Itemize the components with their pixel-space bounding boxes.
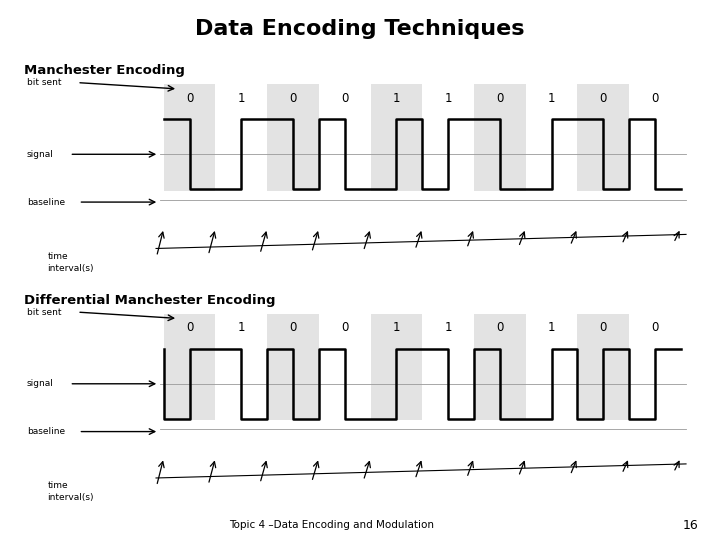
Text: 0: 0 <box>341 321 348 334</box>
Text: baseline: baseline <box>27 427 65 436</box>
Text: 0: 0 <box>341 92 348 105</box>
Text: 0: 0 <box>652 321 659 334</box>
Text: signal: signal <box>27 379 54 388</box>
Text: signal: signal <box>27 150 54 159</box>
Text: 0: 0 <box>652 92 659 105</box>
Text: bit sent: bit sent <box>27 78 61 87</box>
Text: 0: 0 <box>600 321 607 334</box>
Text: Manchester Encoding: Manchester Encoding <box>24 64 185 77</box>
Text: Differential Manchester Encoding: Differential Manchester Encoding <box>24 294 276 307</box>
Bar <box>267 84 319 191</box>
Bar <box>577 314 629 420</box>
Text: time: time <box>48 481 68 490</box>
Text: interval(s): interval(s) <box>48 493 94 502</box>
Text: 0: 0 <box>496 92 503 105</box>
Text: 1: 1 <box>548 321 555 334</box>
Text: interval(s): interval(s) <box>48 264 94 273</box>
Bar <box>371 84 423 191</box>
Text: 0: 0 <box>186 92 194 105</box>
Text: 1: 1 <box>444 92 452 105</box>
Bar <box>267 314 319 420</box>
Text: 1: 1 <box>392 321 400 334</box>
Text: time: time <box>48 252 68 261</box>
Text: 0: 0 <box>186 321 194 334</box>
Bar <box>474 84 526 191</box>
Bar <box>163 84 215 191</box>
Bar <box>577 84 629 191</box>
Text: 0: 0 <box>600 92 607 105</box>
Text: bit sent: bit sent <box>27 308 61 316</box>
Text: 1: 1 <box>392 92 400 105</box>
Text: 1: 1 <box>444 321 452 334</box>
Text: 0: 0 <box>289 321 297 334</box>
Text: Data Encoding Techniques: Data Encoding Techniques <box>195 19 525 39</box>
Bar <box>371 314 423 420</box>
Text: Topic 4 –Data Encoding and Modulation: Topic 4 –Data Encoding and Modulation <box>229 520 433 530</box>
Bar <box>163 314 215 420</box>
Text: 1: 1 <box>548 92 555 105</box>
Text: 0: 0 <box>496 321 503 334</box>
Text: 16: 16 <box>683 518 698 532</box>
Text: 1: 1 <box>238 321 245 334</box>
Text: 1: 1 <box>238 92 245 105</box>
Text: 0: 0 <box>289 92 297 105</box>
Text: baseline: baseline <box>27 198 65 207</box>
Bar <box>474 314 526 420</box>
